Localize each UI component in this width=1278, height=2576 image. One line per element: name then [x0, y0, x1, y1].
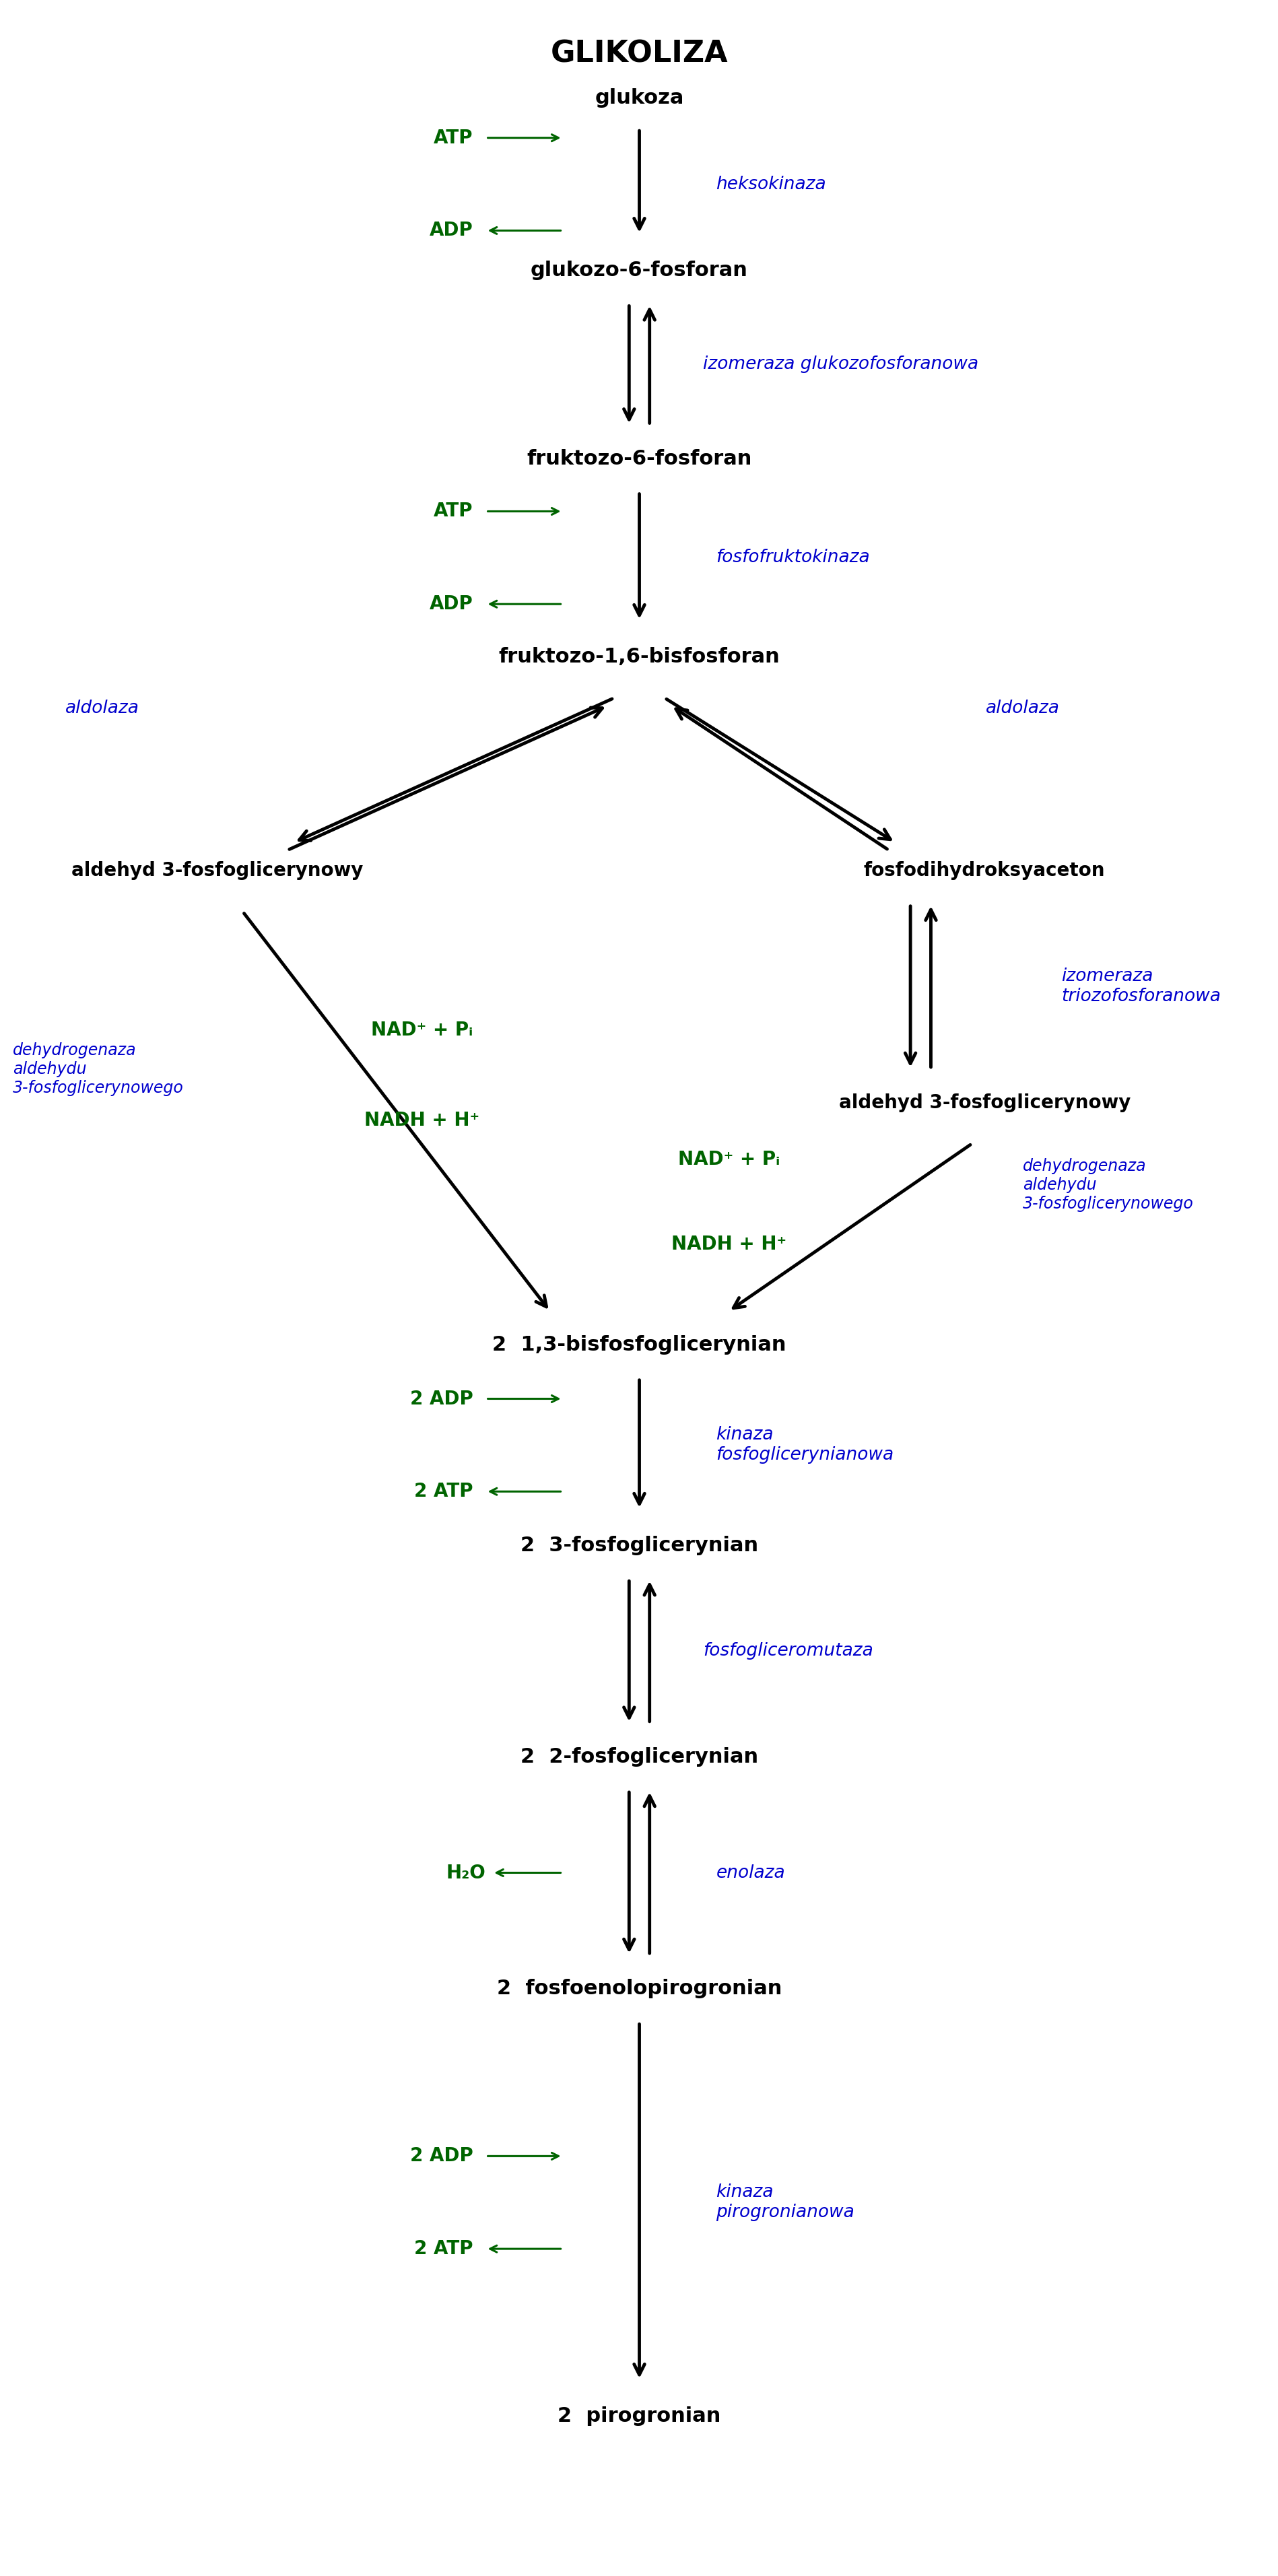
Text: fosfodihydroksyaceton: fosfodihydroksyaceton [864, 860, 1104, 881]
Text: glukoza: glukoza [594, 88, 684, 108]
Text: dehydrogenaza
aldehydu
3-fosfoglicerynowego: dehydrogenaza aldehydu 3-fosfoglicerynow… [13, 1043, 184, 1095]
Text: aldolaza: aldolaza [985, 701, 1059, 716]
Text: dehydrogenaza
aldehydu
3-fosfoglicerynowego: dehydrogenaza aldehydu 3-fosfoglicerynow… [1022, 1159, 1194, 1211]
Text: ADP: ADP [429, 595, 473, 613]
Text: 2 ATP: 2 ATP [414, 1481, 473, 1502]
Text: NADH + H⁺: NADH + H⁺ [671, 1234, 786, 1255]
Text: aldehyd 3-fosfoglicerynowy: aldehyd 3-fosfoglicerynowy [838, 1092, 1130, 1113]
Text: glukozo-6-fosforan: glukozo-6-fosforan [530, 260, 748, 281]
Text: NAD⁺ + Pᵢ: NAD⁺ + Pᵢ [371, 1020, 473, 1041]
Text: heksokinaza: heksokinaza [716, 175, 826, 193]
Text: 2  2-fosfoglicerynian: 2 2-fosfoglicerynian [520, 1747, 758, 1767]
Text: 2 ATP: 2 ATP [414, 2239, 473, 2259]
Text: 2  1,3-bisfosfoglicerynian: 2 1,3-bisfosfoglicerynian [492, 1334, 786, 1355]
Text: 2 ADP: 2 ADP [410, 2146, 473, 2166]
Text: ATP: ATP [433, 502, 473, 520]
Text: 2 ADP: 2 ADP [410, 1388, 473, 1409]
Text: kinaza
pirogronianowa: kinaza pirogronianowa [716, 2184, 854, 2221]
Text: NADH + H⁺: NADH + H⁺ [364, 1110, 479, 1131]
Text: ATP: ATP [433, 129, 473, 147]
Text: GLIKOLIZA: GLIKOLIZA [551, 39, 727, 70]
Text: 2  fosfoenolopirogronian: 2 fosfoenolopirogronian [497, 1978, 781, 1999]
Text: 2  pirogronian: 2 pirogronian [557, 2406, 721, 2427]
Text: fosfogliceromutaza: fosfogliceromutaza [703, 1643, 873, 1659]
Text: 2  3-fosfoglicerynian: 2 3-fosfoglicerynian [520, 1535, 758, 1556]
Text: enolaza: enolaza [716, 1865, 785, 1880]
Text: H₂O: H₂O [446, 1862, 486, 1883]
Text: fruktozo-1,6-bisfosforan: fruktozo-1,6-bisfosforan [498, 647, 780, 667]
Text: aldolaza: aldolaza [65, 701, 139, 716]
Text: kinaza
fosfoglicerynianowa: kinaza fosfoglicerynianowa [716, 1427, 893, 1463]
Text: ADP: ADP [429, 222, 473, 240]
Text: fruktozo-6-fosforan: fruktozo-6-fosforan [527, 448, 751, 469]
Text: izomeraza glukozofosforanowa: izomeraza glukozofosforanowa [703, 355, 978, 374]
Text: izomeraza
triozofosforanowa: izomeraza triozofosforanowa [1061, 969, 1220, 1005]
Text: aldehyd 3-fosfoglicerynowy: aldehyd 3-fosfoglicerynowy [72, 860, 363, 881]
Text: fosfofruktokinaza: fosfofruktokinaza [716, 549, 869, 567]
Text: NAD⁺ + Pᵢ: NAD⁺ + Pᵢ [677, 1149, 780, 1170]
